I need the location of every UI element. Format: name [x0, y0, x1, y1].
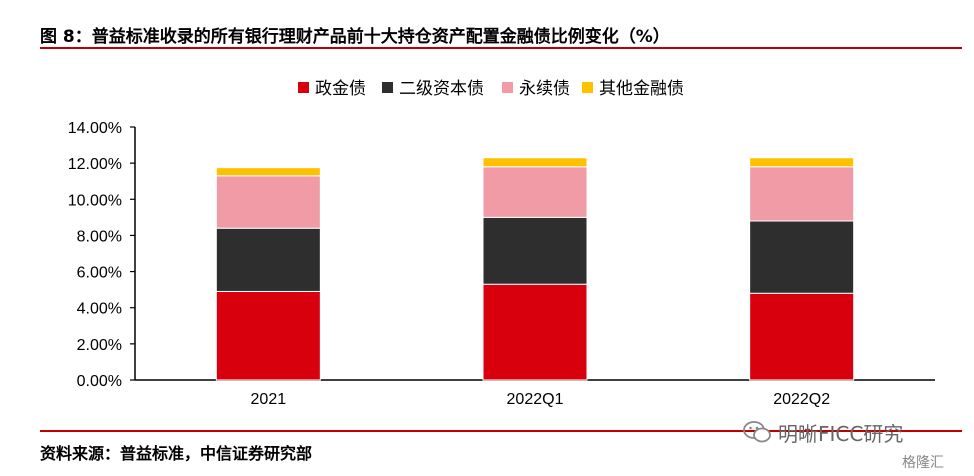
x-tick-label: 2022Q2: [773, 391, 830, 408]
y-tick-label: 8.00%: [77, 228, 122, 245]
stacked-bar-chart: 政金债 二级资本债 永续债 其他金融债 0.00% 2.00% 4.00% 6.00% 8.00…: [68, 79, 935, 408]
legend-label: 永续债: [519, 79, 570, 99]
bar-segment: [482, 216, 588, 285]
bar-segment: [482, 166, 588, 218]
bar-segment: [215, 167, 321, 177]
y-tick-label: 14.00%: [68, 120, 122, 137]
legend-swatch: [582, 82, 593, 93]
bar-segment: [482, 283, 588, 381]
bar-segment: [482, 157, 588, 168]
title-rule: [40, 47, 962, 49]
watermark-logo: 格隆汇: [902, 455, 944, 471]
bar-segment: [749, 166, 855, 222]
figure-title: 图 8：普益标准收录的所有银行理财产品前十大持仓资产配置金融债比例变化（%）: [40, 27, 670, 47]
bar-segment: [215, 175, 321, 229]
source-note: 资料来源：普益标准，中信证券研究部: [40, 444, 313, 463]
y-tick-label: 4.00%: [77, 301, 122, 318]
wechat-icon: [743, 421, 771, 443]
legend-swatch: [502, 82, 513, 93]
bar-segment: [749, 157, 855, 168]
bar-segment: [215, 290, 321, 381]
source-rule: [40, 430, 962, 432]
bar-segment: [215, 227, 321, 292]
legend-swatch: [298, 82, 309, 93]
y-tick-label: 2.00%: [77, 337, 122, 354]
watermark: 明晰FICC研究: [742, 418, 903, 446]
legend-swatch: [382, 82, 393, 93]
y-tick-label: 12.00%: [68, 156, 122, 173]
bar-segment: [749, 220, 855, 294]
legend-label: 政金债: [315, 79, 366, 99]
bar-segment: [749, 292, 855, 381]
y-tick-label: 10.00%: [68, 192, 122, 209]
legend-label: 二级资本债: [399, 79, 484, 99]
y-tick-label: 6.00%: [77, 265, 122, 282]
x-tick-label: 2022Q1: [507, 391, 564, 408]
x-tick-label: 2021: [251, 391, 287, 408]
y-tick-label: 0.00%: [77, 373, 122, 390]
legend-label: 其他金融债: [599, 79, 684, 99]
watermark-text: 明晰FICC研究: [778, 421, 904, 446]
